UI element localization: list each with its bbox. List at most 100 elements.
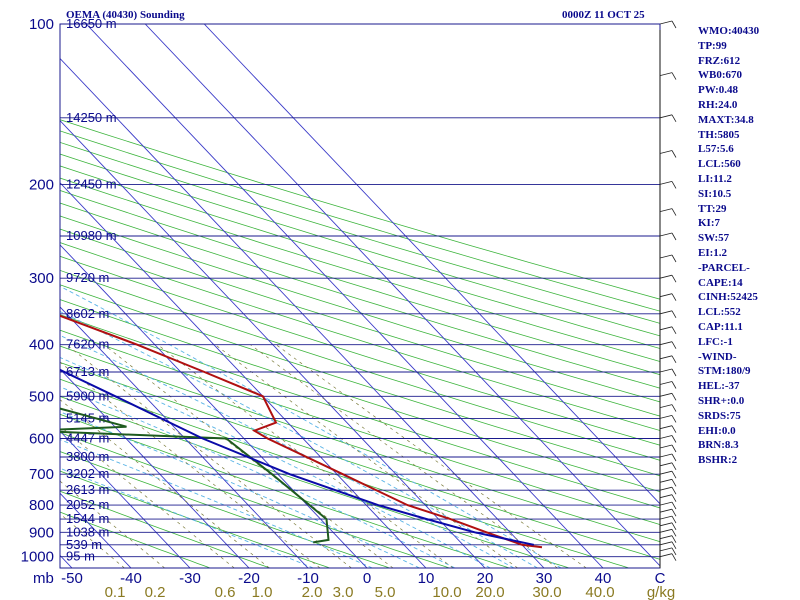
pressure-axis-unit: mb: [33, 570, 54, 587]
isotherm: [60, 119, 486, 568]
dry-adiabat: [60, 284, 660, 477]
isotherm: [144, 24, 660, 567]
chart-title: OEMA (40430) Sounding: [66, 9, 185, 21]
temperature-tick-label: 30: [536, 570, 553, 587]
wind-barb-flag: [671, 471, 677, 479]
wind-barb-flag: [671, 479, 677, 487]
mixing-ratio-line: [157, 344, 454, 568]
index-row: SI:10.5: [698, 187, 732, 200]
wind-barb: [659, 150, 673, 154]
mixing-ratio-tick-label: 10.0: [432, 584, 461, 600]
wind-barb-flag: [671, 208, 677, 216]
wind-barb-flag: [671, 114, 677, 122]
isotherm: [0, 24, 13, 568]
wind-barb-flag: [671, 509, 677, 517]
dry-adiabat: [60, 269, 660, 461]
wind-barb-flag: [671, 487, 677, 495]
wind-barb: [659, 528, 673, 533]
index-row: BSHR:2: [698, 454, 738, 467]
pressure-tick-label: 100: [29, 16, 54, 33]
chart-time: 0000Z 11 OCT 25: [562, 9, 645, 21]
mixing-ratio-tick-label: 3.0: [333, 584, 354, 600]
wind-barb: [659, 425, 673, 430]
dry-adiabat: [60, 215, 660, 403]
dry-adiabat: [60, 396, 570, 568]
index-row: WB0:670: [698, 69, 742, 82]
height-label: 14250 m: [66, 110, 117, 125]
dry-adiabat: [60, 165, 660, 349]
wind-barb: [659, 462, 673, 467]
index-row: LCL:560: [698, 158, 741, 171]
height-label: 1544 m: [66, 511, 109, 526]
temperature-tick-label: -10: [297, 570, 319, 587]
dry-adiabat: [60, 314, 660, 509]
index-row: LI:11.2: [698, 172, 732, 185]
index-row: WMO:40430: [698, 25, 760, 37]
dry-adiabat: [60, 490, 271, 568]
index-row: TT:29: [698, 202, 727, 215]
wind-barb: [659, 274, 673, 279]
temperature-tick-label: -30: [179, 570, 201, 587]
wind-barb-flag: [671, 462, 677, 470]
pressure-tick-label: 1000: [21, 549, 54, 566]
dry-adiabat: [60, 451, 390, 568]
mixing-ratio-tick-label: 40.0: [585, 584, 614, 600]
height-label: 95 m: [66, 549, 95, 564]
pressure-tick-label: 500: [29, 388, 54, 405]
mixing-ratio-tick-label: 30.0: [532, 584, 561, 600]
wind-barb-flag: [671, 541, 677, 549]
index-row: PW:0.48: [698, 84, 739, 97]
dry-adiabat: [60, 177, 660, 362]
wind-barb-flag: [671, 494, 677, 502]
wind-barb: [659, 341, 673, 346]
wind-barb-flag: [671, 326, 677, 334]
height-label: 3800 m: [66, 449, 109, 464]
pressure-tick-label: 800: [29, 497, 54, 514]
wind-barbs: [659, 20, 677, 568]
dry-adiabat: [60, 470, 330, 568]
index-row: EI:1.2: [698, 246, 728, 259]
series-parcel: [60, 368, 535, 546]
height-label: 3202 m: [66, 466, 109, 481]
wind-barb: [659, 470, 673, 475]
dry-adiabat: [60, 242, 660, 431]
wind-barb: [659, 293, 673, 298]
mixing-ratio-unit: g/kg: [647, 584, 675, 600]
dry-adiabat: [60, 255, 660, 446]
wind-barb-flag: [671, 150, 677, 158]
dry-adiabat: [60, 119, 660, 300]
wind-barb-flag: [671, 181, 677, 189]
wind-barb-flag: [671, 553, 677, 561]
pressure-tick-label: 900: [29, 524, 54, 541]
wind-barb-flag: [671, 444, 677, 453]
temperature-tick-label: 10: [418, 570, 435, 587]
pressure-tick-label: 200: [29, 176, 54, 193]
index-row: SHR+:0.0: [698, 394, 745, 407]
wind-barb-flag: [671, 425, 677, 433]
index-row: CAP:11.1: [698, 320, 743, 333]
mixing-ratio-line: [214, 344, 518, 568]
wind-barb: [659, 404, 673, 408]
wind-barb: [659, 355, 673, 360]
wind-barb: [659, 232, 673, 237]
temperature-tick-label: 0: [363, 570, 371, 587]
dry-adiabat: [60, 141, 660, 324]
wind-barb-flag: [671, 547, 677, 556]
mixing-ratio-tick-label: 0.1: [105, 584, 126, 600]
height-label: 6713 m: [66, 364, 109, 379]
index-row: FRZ:612: [698, 54, 741, 67]
isobars: [60, 23, 660, 558]
wind-barb-flag: [671, 293, 677, 301]
series-dewpoint: [60, 407, 330, 544]
wind-barb-flag: [671, 529, 677, 537]
stability-indices-panel: WMO:40430 TP:99 FRZ:612 WB0:670 PW:0.48 RH:24…: [698, 24, 798, 468]
wind-barb-flag: [671, 20, 677, 29]
wind-barb: [659, 508, 673, 513]
index-row: L57:5.6: [698, 143, 734, 156]
wind-barb-flag: [671, 453, 677, 462]
wind-barb-flag: [671, 381, 677, 389]
wind-barb: [659, 522, 673, 527]
wind-barb: [659, 453, 673, 458]
dry-adiabat: [60, 362, 660, 560]
wind-barb: [659, 535, 673, 540]
